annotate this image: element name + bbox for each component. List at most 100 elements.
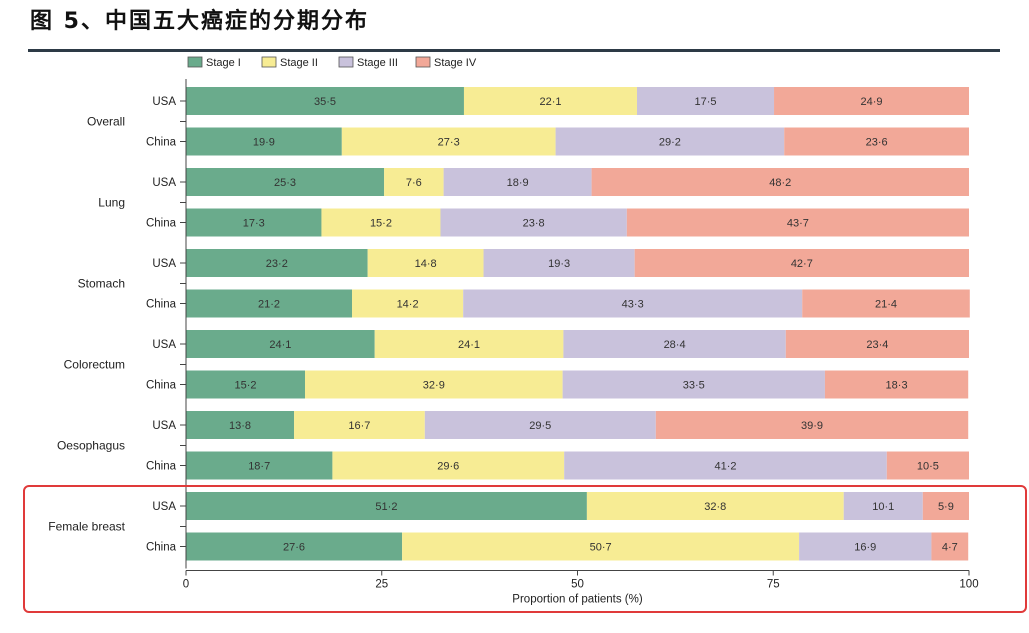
data-label-female-breast-usa-stage-3: 10·1 xyxy=(872,501,894,513)
figure-title: 图 5、中国五大癌症的分期分布 xyxy=(30,9,369,34)
bar-lung-usa-stage-3 xyxy=(443,168,592,196)
row-label-female-breast-usa: USA xyxy=(152,501,176,513)
group-label-female-breast: Female breast xyxy=(48,519,125,533)
data-label-oesophagus-usa-stage-1: 13·8 xyxy=(229,420,251,432)
data-label-overall-china-stage-2: 27·3 xyxy=(438,137,460,149)
row-label-overall-china: China xyxy=(146,137,177,149)
legend-label-stage-2: Stage II xyxy=(280,57,318,69)
legend-label-stage-3: Stage III xyxy=(357,57,398,69)
data-label-female-breast-china-stage-1: 27·6 xyxy=(283,542,305,554)
data-label-overall-china-stage-4: 23·6 xyxy=(866,137,888,149)
bar-stomach-china-stage-1 xyxy=(186,289,352,318)
group-label-oesophagus: Oesophagus xyxy=(57,438,125,452)
x-axis-title: Proportion of patients (%) xyxy=(512,594,643,606)
data-label-stomach-china-stage-3: 43·3 xyxy=(622,299,644,311)
row-label-stomach-usa: USA xyxy=(152,258,176,270)
data-label-colorectum-china-stage-4: 18·3 xyxy=(886,380,908,392)
data-label-lung-china-stage-1: 17·3 xyxy=(243,218,265,230)
bar-female-breast-china-stage-4 xyxy=(931,532,969,561)
data-label-lung-usa-stage-3: 18·9 xyxy=(507,177,529,189)
row-label-overall-usa: USA xyxy=(152,96,176,108)
bar-female-breast-usa-stage-1 xyxy=(186,492,587,520)
bar-overall-usa-stage-4 xyxy=(774,87,969,115)
bar-lung-usa-stage-4 xyxy=(591,168,969,196)
bar-colorectum-china-stage-2 xyxy=(305,370,563,399)
data-label-lung-usa-stage-1: 25·3 xyxy=(274,177,296,189)
data-label-oesophagus-usa-stage-4: 39·9 xyxy=(801,420,823,432)
y-axis-labels: Overall USA China Lung USA China Stomach USA Chi… xyxy=(48,79,187,569)
bar-overall-china-stage-3 xyxy=(555,127,785,156)
bar-lung-usa-stage-2 xyxy=(384,168,444,196)
x-tick-label-100: 100 xyxy=(959,579,978,591)
row-label-colorectum-usa: USA xyxy=(152,339,176,351)
x-tick-label-75: 75 xyxy=(767,579,780,591)
bar-oesophagus-usa-stage-1 xyxy=(186,411,295,439)
data-label-stomach-china-stage-1: 21·2 xyxy=(258,299,280,311)
bar-lung-usa-stage-1 xyxy=(186,168,385,196)
bar-colorectum-usa-stage-4 xyxy=(785,330,969,358)
data-label-overall-usa-stage-2: 22·1 xyxy=(539,96,561,108)
data-label-stomach-usa-stage-3: 19·3 xyxy=(548,258,570,270)
legend-label-stage-4: Stage IV xyxy=(434,57,477,69)
data-label-colorectum-usa-stage-3: 28·4 xyxy=(664,339,686,351)
bar-female-breast-usa-stage-2 xyxy=(586,492,844,520)
bar-colorectum-china-stage-1 xyxy=(186,370,306,399)
title-rule xyxy=(28,49,1000,52)
data-label-female-breast-china-stage-2: 50·7 xyxy=(590,542,612,554)
data-label-oesophagus-usa-stage-3: 29·5 xyxy=(529,420,551,432)
row-label-oesophagus-china: China xyxy=(146,461,177,473)
data-label-female-breast-china-stage-4: 4·7 xyxy=(942,542,958,554)
bar-overall-china-stage-1 xyxy=(186,127,342,156)
bar-female-breast-usa-stage-4 xyxy=(922,492,969,520)
bar-overall-china-stage-4 xyxy=(784,127,969,156)
data-label-stomach-usa-stage-2: 14·8 xyxy=(415,258,437,270)
bar-stomach-china-stage-2 xyxy=(351,289,464,318)
female-breast-highlight-box xyxy=(23,485,1027,613)
bar-female-breast-china-stage-1 xyxy=(186,532,403,561)
bar-colorectum-china-stage-4 xyxy=(824,370,969,399)
row-label-female-breast-china: China xyxy=(146,542,177,554)
bar-overall-usa-stage-2 xyxy=(463,87,638,115)
x-tick-label-25: 25 xyxy=(375,579,388,591)
data-label-colorectum-usa-stage-2: 24·1 xyxy=(458,339,480,351)
bar-oesophagus-china-stage-2 xyxy=(332,451,565,480)
bar-female-breast-china-stage-3 xyxy=(799,532,932,561)
data-label-overall-china-stage-1: 19·9 xyxy=(253,137,275,149)
data-label-colorectum-china-stage-3: 33·5 xyxy=(683,380,705,392)
row-label-stomach-china: China xyxy=(146,299,177,311)
data-label-lung-china-stage-2: 15·2 xyxy=(370,218,392,230)
data-label-lung-usa-stage-2: 7·6 xyxy=(406,177,422,189)
bar-overall-usa-stage-1 xyxy=(186,87,464,115)
row-label-oesophagus-usa: USA xyxy=(152,420,176,432)
bar-oesophagus-china-stage-3 xyxy=(564,451,887,480)
bar-overall-usa-stage-3 xyxy=(637,87,775,115)
data-label-colorectum-usa-stage-4: 23·4 xyxy=(866,339,888,351)
row-label-lung-china: China xyxy=(146,218,177,230)
group-label-lung: Lung xyxy=(98,195,125,209)
data-label-oesophagus-china-stage-3: 41·2 xyxy=(714,461,736,473)
data-label-lung-usa-stage-4: 48·2 xyxy=(769,177,791,189)
data-label-female-breast-usa-stage-1: 51·2 xyxy=(375,501,397,513)
data-label-colorectum-usa-stage-1: 24·1 xyxy=(269,339,291,351)
bar-female-breast-usa-stage-3 xyxy=(843,492,923,520)
data-label-oesophagus-china-stage-4: 10·5 xyxy=(917,461,939,473)
bar-stomach-usa-stage-4 xyxy=(634,249,969,277)
group-label-stomach: Stomach xyxy=(78,276,125,290)
data-label-oesophagus-usa-stage-2: 16·7 xyxy=(348,420,370,432)
group-label-colorectum: Colorectum xyxy=(64,357,125,371)
data-label-oesophagus-china-stage-2: 29·6 xyxy=(437,461,459,473)
x-tick-label-50: 50 xyxy=(571,579,584,591)
bar-colorectum-usa-stage-3 xyxy=(563,330,786,358)
bar-stomach-usa-stage-1 xyxy=(186,249,368,277)
data-label-overall-china-stage-3: 29·2 xyxy=(659,137,681,149)
bars-layer: 35·5 22·1 17·5 24·9 19·9 27·3 29·2 23·6 25·3 7·6 1… xyxy=(186,87,970,561)
chart-legend: Stage I Stage II Stage III Stage IV xyxy=(187,56,477,69)
legend-swatch-stage-4 xyxy=(415,56,431,68)
bar-oesophagus-china-stage-1 xyxy=(186,451,333,480)
row-label-colorectum-china: China xyxy=(146,380,177,392)
data-label-overall-usa-stage-1: 35·5 xyxy=(314,96,336,108)
bar-colorectum-usa-stage-2 xyxy=(374,330,564,358)
data-label-female-breast-usa-stage-4: 5·9 xyxy=(938,501,954,513)
legend-label-stage-1: Stage I xyxy=(206,57,241,69)
